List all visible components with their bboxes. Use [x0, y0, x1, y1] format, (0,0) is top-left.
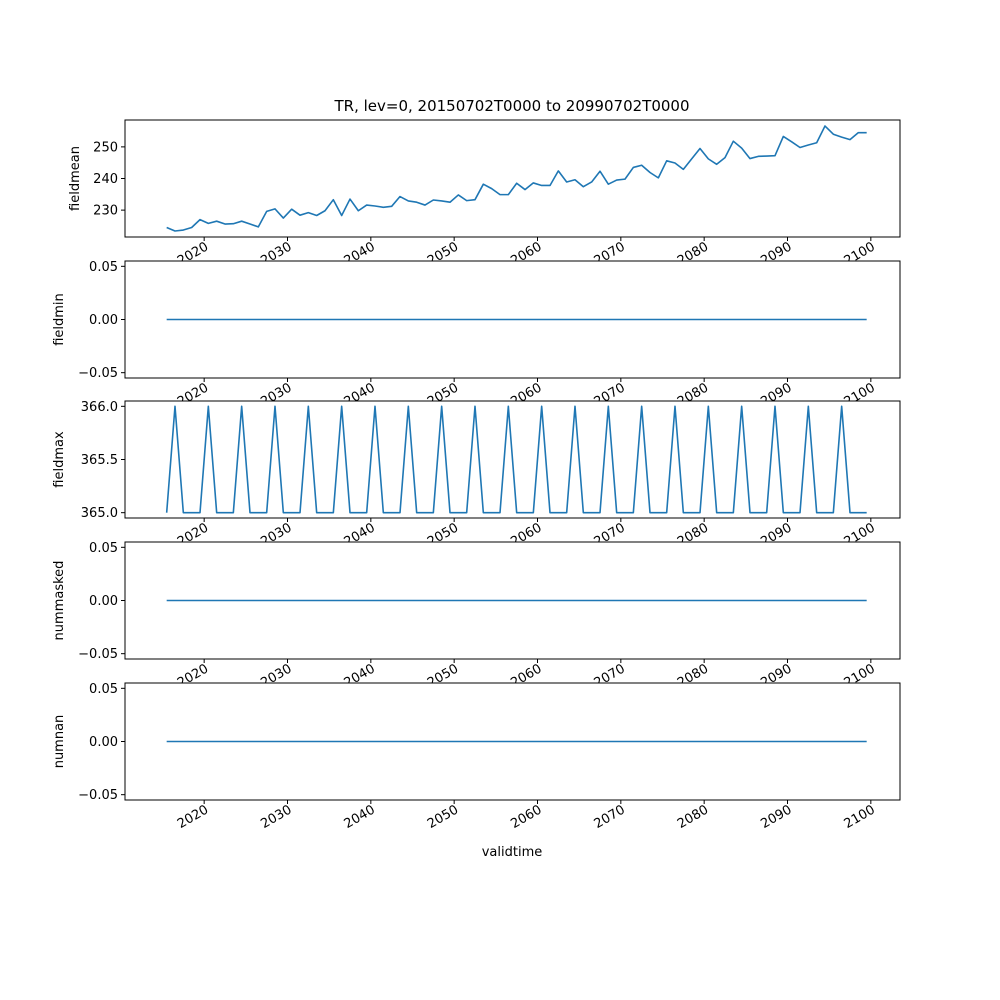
fieldmean-ytick-label: 240 [93, 172, 118, 187]
x-axis-label: validtime [482, 845, 543, 860]
fieldmean-y-axis-label: fieldmean [68, 146, 83, 211]
numnan-y-axis-label: numnan [52, 715, 67, 769]
numnan-xtick-label: 2080 [675, 802, 711, 832]
fieldmax-y-axis-label: fieldmax [52, 431, 67, 488]
fieldmax-ytick-label: 365.5 [81, 453, 118, 468]
fieldmin-ytick-label: −0.05 [78, 366, 118, 381]
numnan-ytick-label: 0.00 [89, 735, 118, 750]
numnan-ytick-label: −0.05 [78, 788, 118, 803]
fieldmean-ytick-label: 250 [93, 140, 118, 155]
fieldmin-ytick-label: 0.05 [89, 260, 118, 275]
fieldmin-ytick-label: 0.00 [89, 313, 118, 328]
fieldmax-ytick-label: 366.0 [81, 400, 118, 415]
fieldmax-ytick-label: 365.0 [81, 506, 118, 521]
numnan-ytick-label: 0.05 [89, 682, 118, 697]
numnan-xtick-label: 2100 [842, 802, 878, 832]
numnan-xtick-label: 2090 [758, 802, 794, 832]
numnan-xtick-label: 2020 [175, 802, 211, 832]
numnan-xtick-label: 2050 [425, 802, 461, 832]
nummasked-ytick-label: 0.05 [89, 541, 118, 556]
numnan-xtick-label: 2030 [258, 802, 294, 832]
fieldmean-ytick-label: 230 [93, 204, 118, 219]
subplot-panels: 230 240 250 fieldmean 2020 2030 2040 2050 2060 20… [52, 119, 901, 832]
fieldmax-series-line [165, 405, 867, 514]
fieldmin-y-axis-label: fieldmin [52, 293, 67, 346]
numnan-xtick-label: 2070 [592, 802, 628, 832]
nummasked-ytick-label: −0.05 [78, 647, 118, 662]
subplot-numnan: −0.05 0.00 0.05 numnan 2020 2030 2040 2050 2060 2… [52, 682, 901, 832]
nummasked-y-axis-label: nummasked [52, 561, 67, 641]
chart-title: TR, lev=0, 20150702T0000 to 20990702T000… [333, 97, 689, 115]
fieldmean-series-line [166, 125, 867, 232]
numnan-xtick-label: 2060 [508, 802, 544, 832]
nummasked-ytick-label: 0.00 [89, 594, 118, 609]
numnan-xtick-label: 2040 [342, 802, 378, 832]
